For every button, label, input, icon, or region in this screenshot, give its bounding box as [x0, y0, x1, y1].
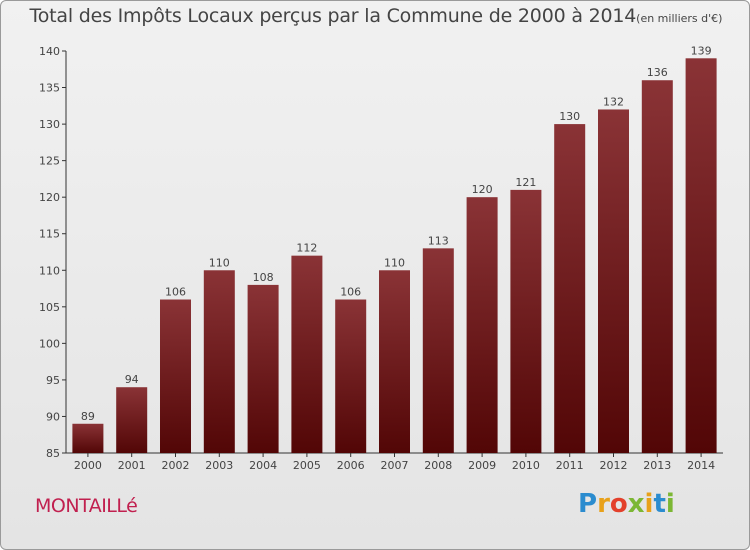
x-tick-label: 2004	[249, 459, 277, 472]
x-tick-label: 2003	[205, 459, 233, 472]
logo-letter: P	[578, 489, 598, 519]
y-tick-label: 85	[46, 447, 60, 460]
bar	[598, 109, 629, 454]
x-tick-label: 2013	[643, 459, 671, 472]
x-tick-label: 2005	[293, 459, 321, 472]
x-tick-label: 2009	[468, 459, 496, 472]
y-tick-label: 120	[39, 191, 60, 204]
bar	[510, 189, 542, 453]
logo-letter: i	[665, 489, 675, 519]
data-label: 110	[209, 256, 230, 269]
y-tick-label: 110	[39, 264, 60, 277]
bar	[554, 124, 586, 453]
x-tick-label: 2008	[424, 459, 452, 472]
data-label: 110	[384, 256, 405, 269]
data-label: 106	[165, 286, 186, 299]
x-tick-label: 2011	[556, 459, 584, 472]
logo-letter: t	[653, 489, 666, 519]
x-tick-label: 2010	[512, 459, 540, 472]
commune-name: MONTAILLé	[35, 495, 138, 517]
logo-letter: o	[609, 489, 628, 519]
bar	[160, 299, 191, 453]
data-label: 89	[81, 410, 95, 423]
y-tick-label: 130	[39, 118, 60, 131]
data-label: 121	[515, 176, 536, 189]
chart-title-unit: (en milliers d'€)	[636, 12, 723, 25]
bar	[422, 248, 454, 453]
x-tick-label: 2002	[162, 459, 190, 472]
data-label: 132	[603, 95, 624, 108]
data-label: 112	[296, 242, 317, 255]
bar	[247, 284, 279, 453]
data-label: 94	[125, 373, 139, 386]
y-tick-label: 100	[39, 337, 60, 350]
data-label: 113	[428, 234, 449, 247]
bar	[466, 197, 498, 453]
y-tick-label: 125	[39, 155, 60, 168]
proxiti-logo[interactable]: Proxiti	[578, 489, 675, 519]
data-label: 108	[253, 271, 274, 284]
y-tick-label: 90	[46, 410, 60, 423]
x-tick-label: 2007	[381, 459, 409, 472]
bar	[641, 80, 673, 454]
bar	[685, 58, 717, 454]
bar	[72, 423, 104, 453]
data-label: 120	[472, 183, 493, 196]
data-label: 106	[340, 286, 361, 299]
logo-letter: i	[644, 489, 654, 519]
bar	[116, 387, 148, 453]
bar	[335, 299, 367, 453]
logo-letter: r	[597, 489, 610, 519]
data-label: 136	[647, 66, 668, 79]
x-tick-label: 2000	[74, 459, 102, 472]
bar	[203, 270, 235, 453]
data-label: 130	[559, 110, 580, 123]
bar	[379, 270, 410, 453]
y-tick-label: 135	[39, 82, 60, 95]
x-tick-label: 2012	[600, 459, 628, 472]
x-tick-label: 2001	[118, 459, 146, 472]
y-tick-label: 105	[39, 301, 60, 314]
chart-title: Total des Impôts Locaux perçus par la Co…	[1, 5, 749, 27]
y-tick-label: 140	[39, 45, 60, 58]
y-tick-label: 115	[39, 228, 60, 241]
chart-title-main: Total des Impôts Locaux perçus par la Co…	[29, 5, 637, 27]
logo-letter: x	[627, 489, 645, 519]
y-tick-label: 95	[46, 374, 60, 387]
bar	[291, 255, 323, 453]
x-tick-label: 2014	[687, 459, 715, 472]
data-label: 139	[691, 44, 712, 57]
x-tick-label: 2006	[337, 459, 365, 472]
